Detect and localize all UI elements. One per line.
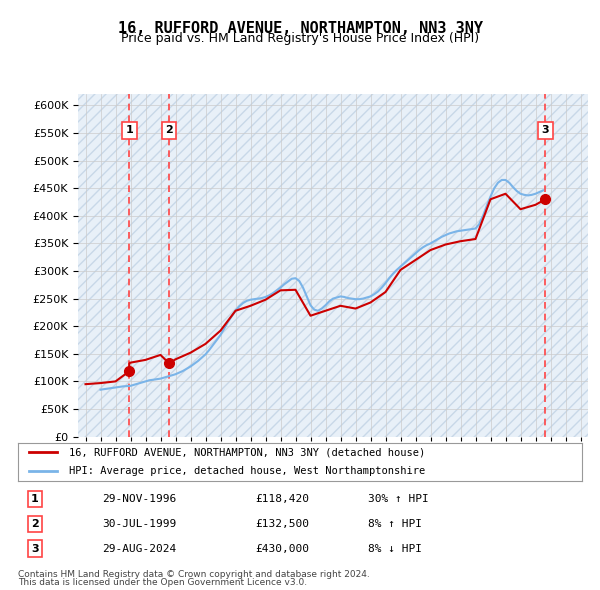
Text: HPI: Average price, detached house, West Northamptonshire: HPI: Average price, detached house, West… [69,466,425,476]
Text: 29-NOV-1996: 29-NOV-1996 [103,494,177,504]
Text: 16, RUFFORD AVENUE, NORTHAMPTON, NN3 3NY (detached house): 16, RUFFORD AVENUE, NORTHAMPTON, NN3 3NY… [69,447,425,457]
Text: This data is licensed under the Open Government Licence v3.0.: This data is licensed under the Open Gov… [18,578,307,587]
Text: 3: 3 [31,544,39,553]
Text: 8% ↓ HPI: 8% ↓ HPI [368,544,422,553]
Text: 2: 2 [166,125,173,135]
Text: 30% ↑ HPI: 30% ↑ HPI [368,494,428,504]
Text: Price paid vs. HM Land Registry's House Price Index (HPI): Price paid vs. HM Land Registry's House … [121,32,479,45]
Text: £132,500: £132,500 [255,519,309,529]
Text: 16, RUFFORD AVENUE, NORTHAMPTON, NN3 3NY: 16, RUFFORD AVENUE, NORTHAMPTON, NN3 3NY [118,21,482,35]
Text: 1: 1 [125,125,133,135]
Text: £430,000: £430,000 [255,544,309,553]
Text: 2: 2 [31,519,39,529]
Text: 29-AUG-2024: 29-AUG-2024 [103,544,177,553]
Text: 3: 3 [542,125,549,135]
Text: £118,420: £118,420 [255,494,309,504]
Text: Contains HM Land Registry data © Crown copyright and database right 2024.: Contains HM Land Registry data © Crown c… [18,571,370,579]
Text: 8% ↑ HPI: 8% ↑ HPI [368,519,422,529]
Text: 30-JUL-1999: 30-JUL-1999 [103,519,177,529]
Text: 1: 1 [31,494,39,504]
